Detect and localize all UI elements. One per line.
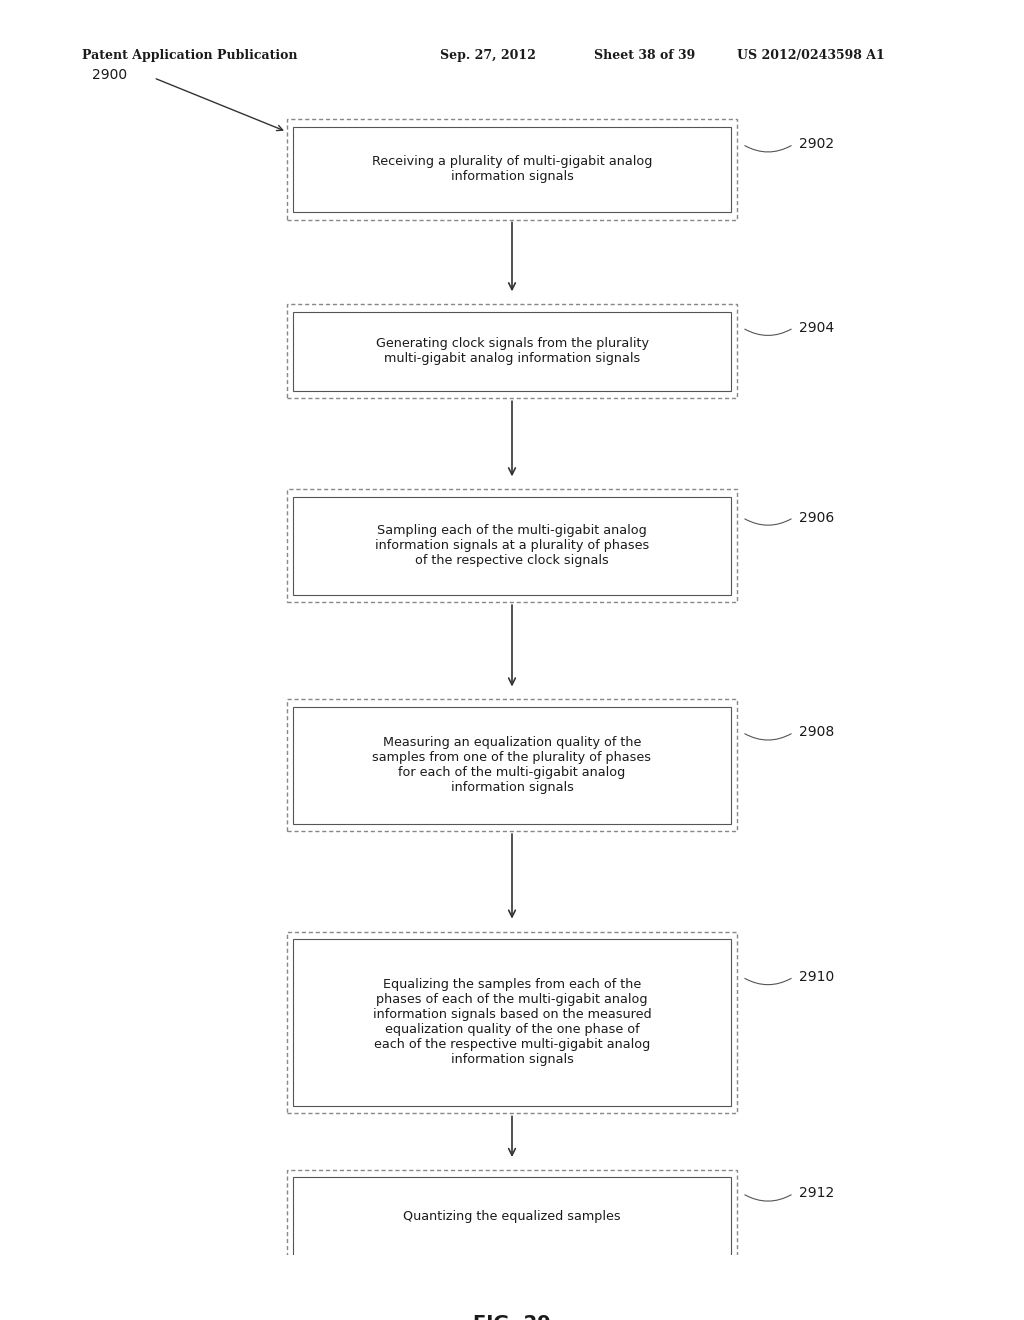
Text: Patent Application Publication: Patent Application Publication [82, 49, 297, 62]
Bar [287, 1170, 737, 1265]
Text: Receiving a plurality of multi-gigabit analog
information signals: Receiving a plurality of multi-gigabit a… [372, 156, 652, 183]
Text: Generating clock signals from the plurality
multi-gigabit analog information sig: Generating clock signals from the plural… [376, 338, 648, 366]
Bar [287, 490, 737, 602]
Text: 2900: 2900 [92, 69, 127, 82]
Bar [287, 304, 737, 399]
Text: US 2012/0243598 A1: US 2012/0243598 A1 [737, 49, 885, 62]
Text: Quantizing the equalized samples: Quantizing the equalized samples [403, 1210, 621, 1224]
Text: 2902: 2902 [799, 137, 834, 152]
Text: Sampling each of the multi-gigabit analog
information signals at a plurality of : Sampling each of the multi-gigabit analo… [375, 524, 649, 568]
Text: Sheet 38 of 39: Sheet 38 of 39 [594, 49, 695, 62]
Text: Measuring an equalization quality of the
samples from one of the plurality of ph: Measuring an equalization quality of the… [373, 737, 651, 795]
Bar [293, 1177, 731, 1257]
Text: 2906: 2906 [799, 511, 834, 524]
Bar [293, 708, 731, 824]
Text: 2912: 2912 [799, 1187, 834, 1200]
Bar [293, 127, 731, 213]
Text: FIG. 29: FIG. 29 [473, 1315, 551, 1320]
Bar [287, 700, 737, 832]
Bar [293, 312, 731, 391]
Text: Sep. 27, 2012: Sep. 27, 2012 [440, 49, 537, 62]
Bar [293, 496, 731, 595]
Bar [293, 939, 731, 1106]
Text: 2904: 2904 [799, 321, 834, 335]
Text: Equalizing the samples from each of the
phases of each of the multi-gigabit anal: Equalizing the samples from each of the … [373, 978, 651, 1067]
Bar [287, 119, 737, 219]
Text: 2908: 2908 [799, 726, 834, 739]
Bar [287, 932, 737, 1114]
Text: 2910: 2910 [799, 970, 834, 983]
